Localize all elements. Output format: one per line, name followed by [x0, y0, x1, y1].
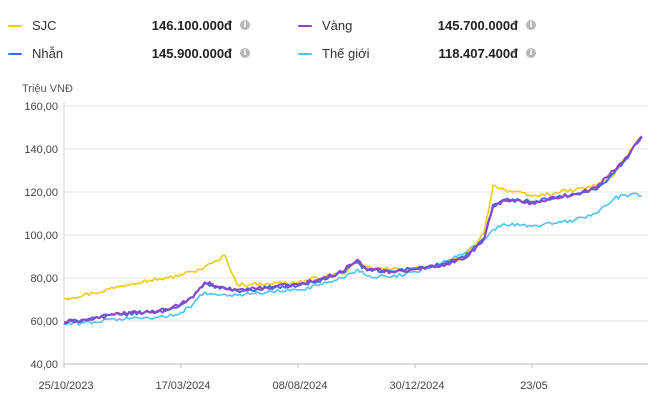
- legend-value-vang: 145.700.000đ: [437, 18, 518, 33]
- legend-value-nhan: 145.900.000đ: [151, 46, 232, 61]
- y-tick-label: 40,00: [30, 359, 58, 371]
- y-tick-label: 60,00: [30, 316, 58, 328]
- x-tick-label: 17/03/2024: [155, 380, 210, 392]
- legend-swatch-the-gioi: [298, 53, 312, 55]
- x-axis: 25/10/2023 17/03/2024 08/08/2024 30/12/2024…: [38, 363, 648, 392]
- legend-label-vang: Vàng: [322, 18, 353, 33]
- chart-legend: SJC 146.100.000đ i Vàng 145.700.000đ i N…: [0, 0, 660, 80]
- legend-value-sjc: 146.100.000đ: [151, 18, 232, 33]
- legend-label-nhan: Nhẫn: [32, 46, 64, 61]
- legend-label-the-gioi: Thế giới: [322, 46, 370, 61]
- info-icon[interactable]: i: [240, 48, 250, 58]
- series-lines: [63, 135, 643, 326]
- y-tick-label: 100,00: [24, 230, 58, 242]
- info-icon[interactable]: i: [240, 20, 250, 30]
- gridlines: [64, 105, 648, 365]
- legend-item-nhan[interactable]: Nhẫn 145.900.000đ i: [8, 44, 250, 64]
- legend-item-sjc[interactable]: SJC 146.100.000đ i: [8, 16, 250, 36]
- legend-swatch-nhan: [8, 53, 22, 55]
- info-icon[interactable]: i: [526, 48, 536, 58]
- y-tick-label: 160,00: [24, 101, 58, 113]
- series-line-nhan: [63, 135, 643, 325]
- info-icon[interactable]: i: [526, 20, 536, 30]
- legend-item-the-gioi[interactable]: Thế giới 118.407.400đ i: [298, 44, 536, 64]
- y-axis: 40,00 60,00 80,00 100,00 120,00 140,00 160,00: [24, 101, 65, 371]
- series-line-sjc: [63, 135, 643, 300]
- legend-swatch-sjc: [8, 25, 22, 27]
- y-tick-label: 80,00: [30, 273, 58, 285]
- series-line-vang: [63, 136, 643, 324]
- legend-item-vang[interactable]: Vàng 145.700.000đ i: [298, 16, 536, 36]
- legend-label-sjc: SJC: [32, 18, 57, 33]
- legend-swatch-vang: [298, 25, 312, 27]
- y-axis-unit-label: Triệu VNĐ: [22, 83, 73, 95]
- series-line-the-gioi: [63, 192, 643, 326]
- legend-value-the-gioi: 118.407.400đ: [438, 46, 518, 61]
- x-tick-label: 30/12/2024: [389, 380, 444, 392]
- x-tick-label: 23/05: [520, 380, 548, 392]
- y-tick-label: 140,00: [24, 144, 58, 156]
- x-tick-label: 08/08/2024: [272, 380, 327, 392]
- x-tick-label: 25/10/2023: [38, 380, 93, 392]
- y-tick-label: 120,00: [24, 187, 58, 199]
